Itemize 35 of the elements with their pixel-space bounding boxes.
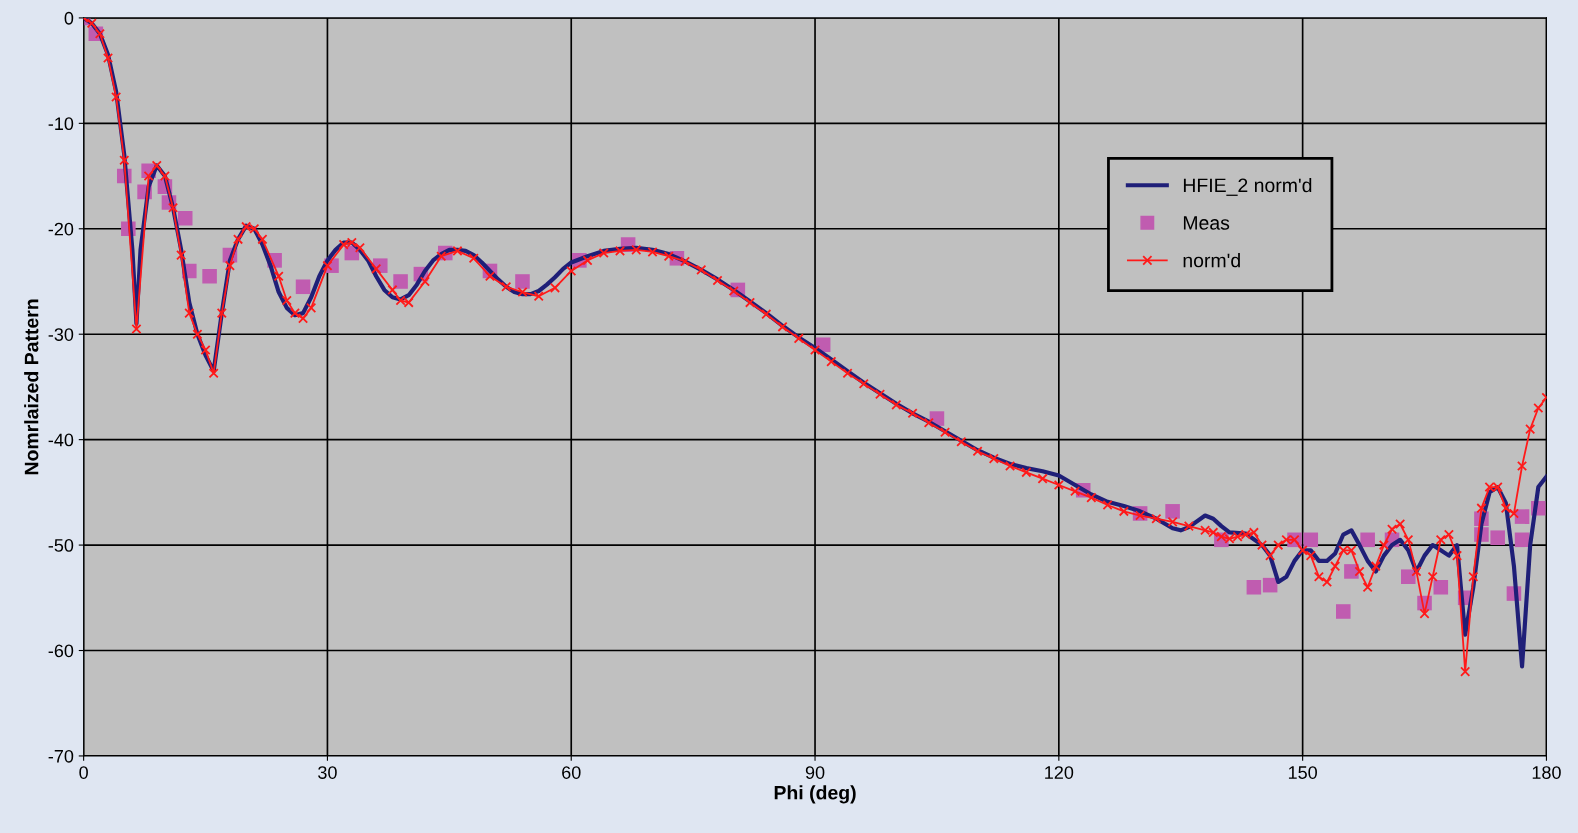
legend-label: norm'd [1183, 253, 1240, 268]
x-tick-label: 90 [805, 766, 825, 779]
y-tick-label: -50 [48, 539, 74, 552]
y-tick-label: -40 [48, 433, 74, 447]
point [1303, 532, 1319, 548]
point [1514, 532, 1530, 548]
point [515, 274, 530, 289]
y-tick-label: -60 [48, 644, 74, 658]
legend-label: Meas [1183, 216, 1230, 230]
point [1246, 579, 1262, 595]
x-tick-label: 60 [562, 766, 581, 779]
x-tick-label: 150 [1288, 766, 1317, 779]
legend-label: HFIE_2 norm'd [1183, 177, 1312, 196]
x-tick-label: 30 [318, 766, 337, 779]
point [295, 279, 311, 295]
point [1360, 532, 1375, 548]
point [202, 268, 217, 284]
y-tick-label: -10 [48, 117, 74, 131]
y-tick-label: -70 [48, 749, 74, 763]
point [1401, 569, 1416, 584]
x-tick-label: 120 [1045, 766, 1074, 779]
point [1335, 604, 1351, 619]
point [1165, 504, 1180, 519]
x-tick-label: 0 [79, 766, 88, 779]
y-tick-label: -30 [48, 328, 74, 341]
y-tick-label: -20 [48, 222, 74, 236]
point [393, 274, 408, 289]
x-axis-title: Phi (deg) [774, 785, 856, 804]
x-tick-label: 180 [1532, 766, 1561, 779]
point [1514, 509, 1530, 524]
y-tick-label: 0 [64, 11, 74, 25]
point [177, 210, 193, 226]
point [1490, 530, 1505, 545]
point [1433, 579, 1449, 595]
y-axis-title: Nomrlaized Pattern [24, 299, 39, 475]
